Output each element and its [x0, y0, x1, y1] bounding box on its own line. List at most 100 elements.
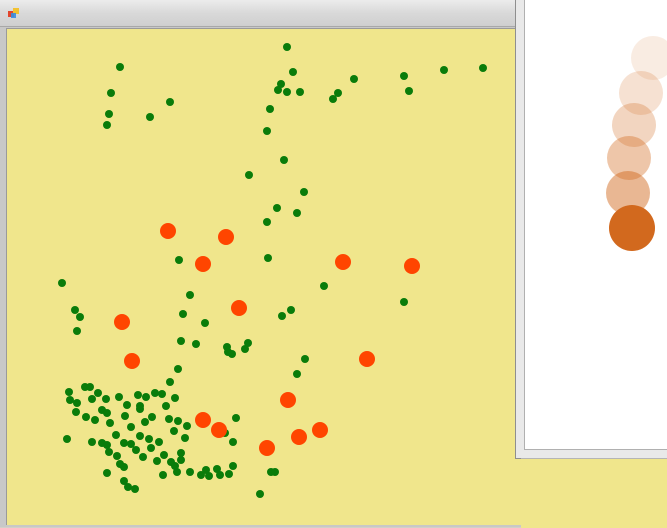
- app-icon: [8, 8, 19, 18]
- green-dot: [88, 395, 96, 403]
- trail-circle: [607, 136, 651, 180]
- green-dot: [103, 409, 111, 417]
- trail-circle: [606, 171, 650, 215]
- green-dot: [181, 434, 189, 442]
- trail-circle: [609, 205, 655, 251]
- trail-canvas: [606, 36, 667, 251]
- green-dot: [280, 156, 288, 164]
- green-dot: [293, 209, 301, 217]
- green-dot: [202, 466, 210, 474]
- green-dot: [283, 43, 291, 51]
- green-dot: [115, 393, 123, 401]
- green-dot: [271, 468, 279, 476]
- orange-dot: [404, 258, 420, 274]
- green-dot: [103, 469, 111, 477]
- green-dot: [300, 188, 308, 196]
- green-dot: [123, 401, 131, 409]
- green-dot: [229, 438, 237, 446]
- green-dot: [183, 422, 191, 430]
- green-dot: [86, 383, 94, 391]
- green-dot: [72, 408, 80, 416]
- green-dot: [400, 298, 408, 306]
- green-dot: [175, 256, 183, 264]
- green-dot: [76, 313, 84, 321]
- title-bar[interactable]: [0, 0, 521, 27]
- green-dot: [106, 419, 114, 427]
- green-dot: [132, 446, 140, 454]
- green-dot: [105, 110, 113, 118]
- green-dot: [174, 417, 182, 425]
- green-dot: [158, 390, 166, 398]
- canvas-edge: [521, 458, 667, 528]
- green-dot: [296, 88, 304, 96]
- trail-panel: [524, 0, 667, 450]
- orange-dot: [312, 422, 328, 438]
- green-dot: [400, 72, 408, 80]
- green-dot: [173, 468, 181, 476]
- green-dot: [177, 449, 185, 457]
- green-dot: [263, 218, 271, 226]
- green-dot: [120, 477, 128, 485]
- green-dot: [192, 340, 200, 348]
- green-dot: [151, 389, 159, 397]
- green-dot: [82, 413, 90, 421]
- green-dot: [103, 441, 111, 449]
- green-dot: [179, 310, 187, 318]
- green-dot: [274, 86, 282, 94]
- green-dot: [112, 431, 120, 439]
- green-dot: [170, 427, 178, 435]
- green-dot: [148, 413, 156, 421]
- green-dot: [65, 388, 73, 396]
- green-dot: [91, 416, 99, 424]
- green-dot: [141, 418, 149, 426]
- green-dot: [120, 439, 128, 447]
- trail-circle: [631, 36, 667, 80]
- green-dot: [103, 121, 111, 129]
- green-dot: [350, 75, 358, 83]
- trail-circle: [612, 103, 656, 147]
- green-dot: [301, 355, 309, 363]
- green-dot: [145, 435, 153, 443]
- green-dot: [71, 306, 79, 314]
- green-dot: [186, 291, 194, 299]
- green-dot: [160, 451, 168, 459]
- scatter-plot: [58, 43, 487, 498]
- plot-canvas[interactable]: [6, 28, 521, 525]
- green-dot: [88, 438, 96, 446]
- green-dot: [153, 457, 161, 465]
- green-dot: [131, 485, 139, 493]
- green-dot: [94, 389, 102, 397]
- green-dot: [283, 88, 291, 96]
- green-dot: [171, 394, 179, 402]
- green-dot: [63, 435, 71, 443]
- orange-dot: [280, 392, 296, 408]
- orange-dot: [124, 353, 140, 369]
- green-dot: [263, 127, 271, 135]
- green-dot: [177, 456, 185, 464]
- orange-dot: [335, 254, 351, 270]
- green-dot: [201, 319, 209, 327]
- green-dot: [229, 462, 237, 470]
- green-dot: [241, 345, 249, 353]
- green-dot: [73, 399, 81, 407]
- green-dot: [334, 89, 342, 97]
- green-dot: [186, 468, 194, 476]
- green-dot: [139, 453, 147, 461]
- orange-dot: [195, 412, 211, 428]
- green-dot: [405, 87, 413, 95]
- green-dot: [121, 412, 129, 420]
- green-dot: [244, 339, 252, 347]
- green-dot: [479, 64, 487, 72]
- green-dot: [225, 470, 233, 478]
- orange-dot: [259, 440, 275, 456]
- secondary-window: [515, 0, 667, 459]
- green-dot: [147, 444, 155, 452]
- green-dot: [320, 282, 328, 290]
- green-dot: [155, 438, 163, 446]
- orange-dot: [211, 422, 227, 438]
- green-dot: [264, 254, 272, 262]
- trail-circle: [619, 71, 663, 115]
- green-dot: [293, 370, 301, 378]
- orange-dot: [160, 223, 176, 239]
- green-dot: [58, 279, 66, 287]
